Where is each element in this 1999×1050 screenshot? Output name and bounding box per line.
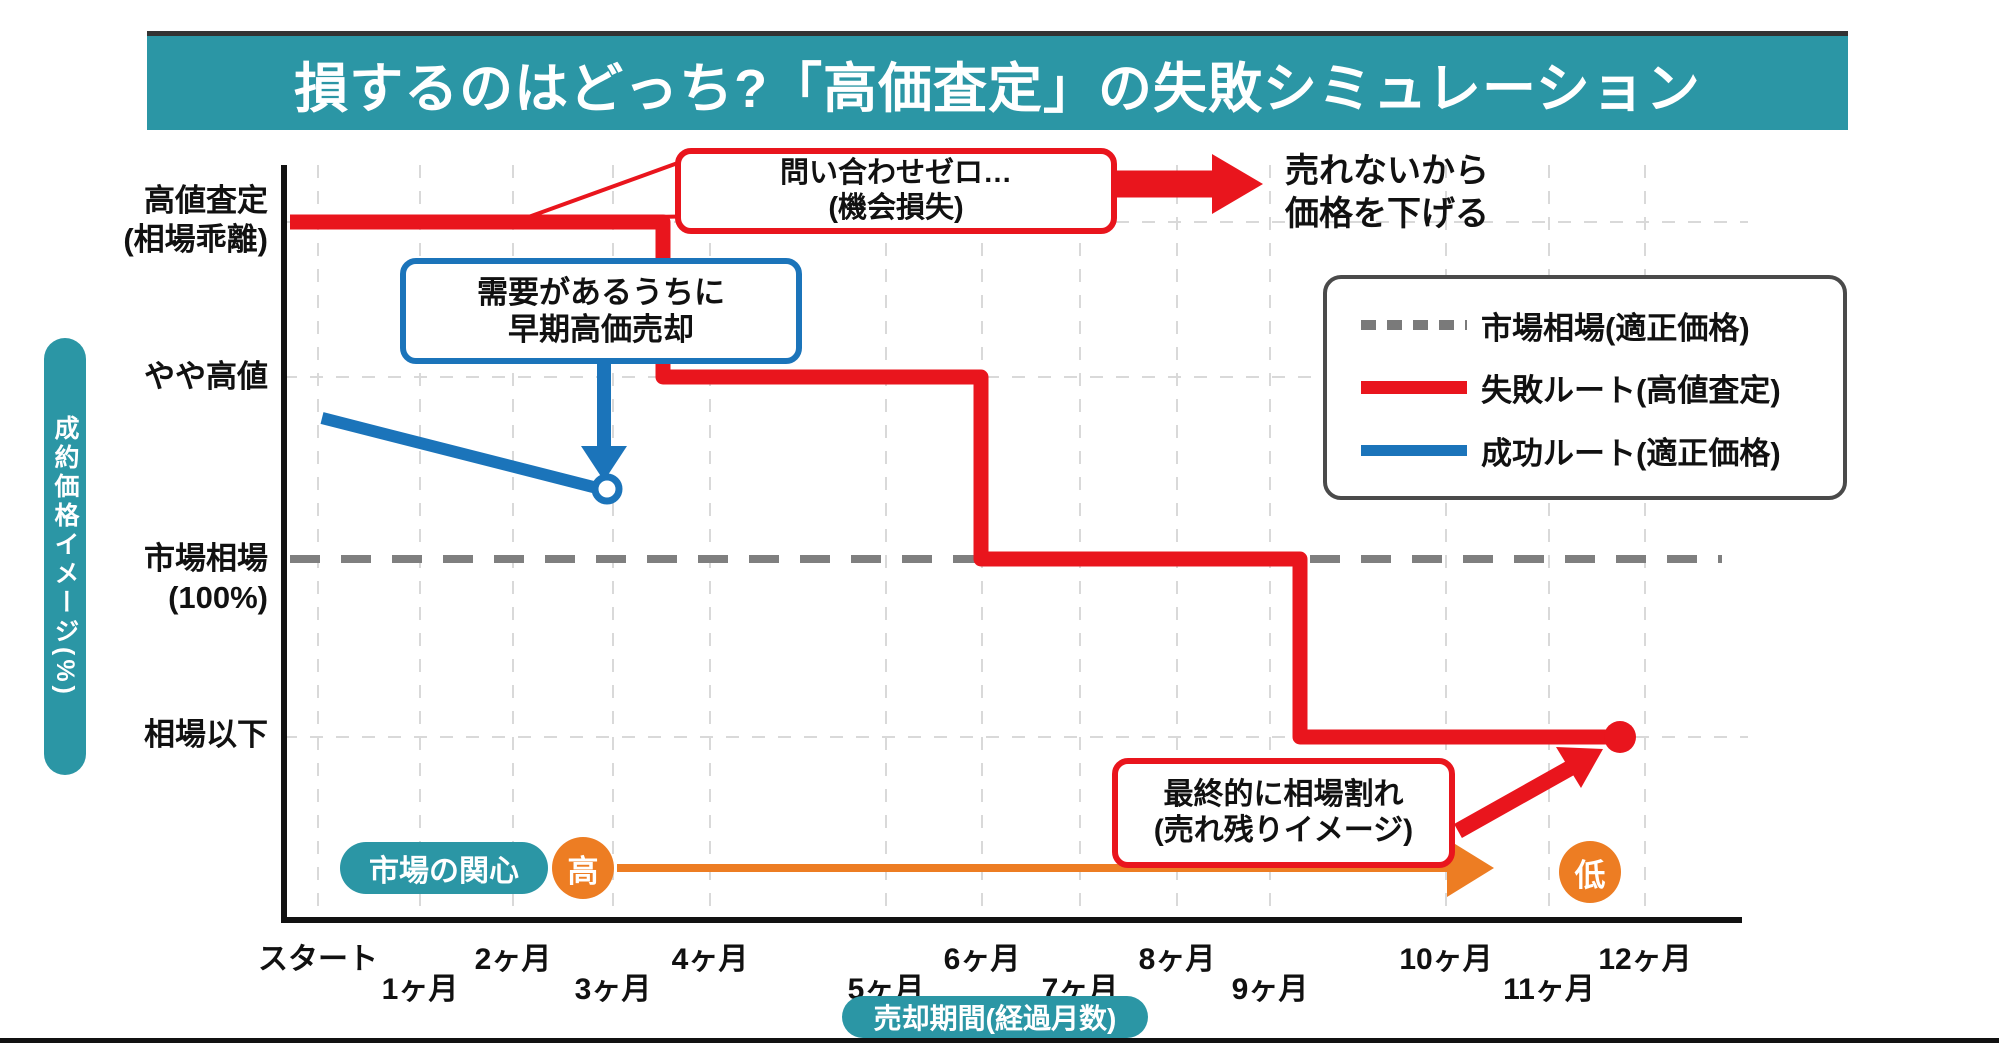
bottom-rule [0, 1038, 1999, 1043]
below-market-arrow-head [1556, 747, 1603, 788]
market-interest-label: 市場の関心 [369, 855, 519, 888]
y-axis-title-pill: 成約価格イメージ(%) [44, 338, 86, 775]
callout-pointer-upper [522, 158, 687, 221]
legend-label-success: 成功ルート(適正価格) [1481, 435, 1781, 471]
x-tick-label-9: 9ヶ月 [1231, 973, 1309, 1006]
market-interest-arrow-head [1447, 839, 1494, 897]
legend-label-failure: 失敗ルート(高値査定) [1481, 373, 1781, 408]
x-axis-title-pill: 売却期間(経過月数) [842, 996, 1148, 1038]
title-bar: 損するのはどっち?「高価査定」の失敗シミュレーション [147, 36, 1848, 130]
x-tick-label-8: 8ヶ月 [1138, 943, 1216, 976]
success-route-line [320, 412, 603, 495]
failure-route-line [290, 214, 1612, 745]
y-label-below-market: 相場以下 [144, 717, 268, 752]
market-interest-low-badge: 低 [1559, 841, 1621, 903]
x-tick-label-0: スタート [258, 943, 378, 976]
x-tick-label-1: 1ヶ月 [381, 973, 459, 1006]
page-title: 損するのはどっち?「高価査定」の失敗シミュレーション [294, 58, 1701, 119]
legend-swatch-blue [1361, 444, 1467, 456]
x-tick-label-4: 4ヶ月 [671, 943, 749, 976]
legend-item-failure: 失敗ルート(高値査定) [1327, 365, 1843, 410]
x-tick-label-10: 10ヶ月 [1399, 943, 1493, 976]
x-tick-label-6: 6ヶ月 [943, 943, 1021, 976]
x-axis-title: 売却期間(経過月数) [873, 1003, 1117, 1034]
price-cut-arrow-head [1212, 154, 1263, 214]
y-label-high-assessment: 高値査定 (相場乖離) [123, 183, 268, 257]
x-tick-label-2: 2ヶ月 [474, 943, 552, 976]
y-axis-title: 成約価格イメージ(%) [51, 415, 79, 698]
success-endpoint-open-dot [591, 473, 623, 505]
callout-below-market: 最終的に相場割れ (売れ残りイメージ) [1112, 758, 1455, 868]
title-top-rule [147, 31, 1848, 36]
legend-box: 市場相場(適正価格) 失敗ルート(高値査定) 成功ルート(適正価格) [1323, 275, 1847, 500]
callout-early-sale: 需要があるうちに 早期高価売却 [400, 258, 802, 364]
callout-opportunity-loss: 問い合わせゼロ… (機会損失) [675, 148, 1117, 234]
below-market-arrow-shaft [1454, 760, 1576, 838]
legend-item-market: 市場相場(適正価格) [1327, 303, 1843, 348]
x-tick-label-12: 12ヶ月 [1598, 943, 1692, 976]
legend-swatch-dashed-gray [1361, 320, 1467, 330]
y-label-slightly-high: やや高値 [144, 359, 268, 394]
failure-endpoint-dot [1604, 721, 1636, 753]
x-tick-label-3: 3ヶ月 [574, 973, 652, 1006]
legend-item-success: 成功ルート(適正価格) [1327, 428, 1843, 473]
market-interest-pill: 市場の関心 [340, 842, 548, 894]
note-price-cut: 売れないから 価格を下げる [1285, 152, 1489, 233]
legend-label-market: 市場相場(適正価格) [1481, 310, 1750, 346]
market-interest-high-badge: 高 [552, 837, 614, 899]
x-tick-label-11: 11ヶ月 [1503, 973, 1595, 1006]
legend-swatch-red [1361, 381, 1467, 394]
early-sale-down-arrow-head [581, 446, 627, 481]
y-label-market-price: 市場相場 (100%) [144, 541, 268, 615]
